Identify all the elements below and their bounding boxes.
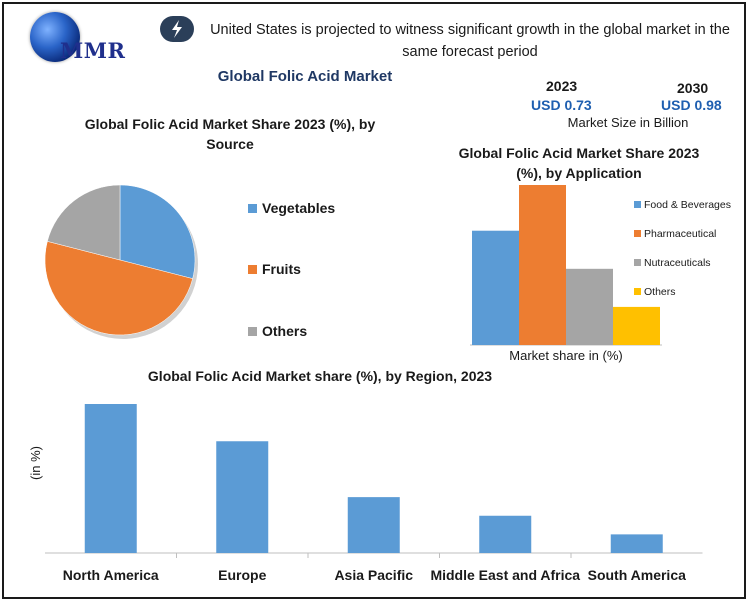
application-legend-label-2: Nutraceuticals bbox=[644, 257, 711, 269]
market-size-2023: USD 0.73 bbox=[531, 97, 592, 113]
market-size-caption: Market Size in Billion bbox=[567, 115, 689, 130]
legend-swatch-others bbox=[248, 327, 257, 337]
headline-text: United States is projected to witness si… bbox=[210, 22, 730, 60]
application-legend-swatch-0 bbox=[634, 201, 641, 208]
legend-vegetables: Vegetables bbox=[262, 200, 336, 216]
application-bar-pharmaceutical bbox=[519, 185, 566, 345]
pie-chart-title: Global Folic Acid Market Share 2023 (%),… bbox=[84, 116, 376, 152]
region-bar-middle-east-and-africa bbox=[479, 515, 532, 553]
year-2023-label: 2023 bbox=[546, 78, 578, 94]
legend-fruits: Fruits bbox=[262, 261, 301, 277]
application-legend-swatch-1 bbox=[634, 230, 641, 237]
legend-swatch-fruits bbox=[248, 265, 257, 275]
region-category-label-2: Asia Pacific bbox=[334, 567, 413, 583]
globe-logo-icon bbox=[30, 12, 80, 62]
year-2030-label: 2030 bbox=[677, 80, 709, 96]
legend-swatch-vegetables bbox=[248, 204, 257, 214]
region-category-label-4: South America bbox=[588, 567, 686, 583]
region-category-label-0: North America bbox=[63, 567, 159, 583]
application-bar-nutraceuticals bbox=[566, 268, 613, 345]
application-chart-title: Global Folic Acid Market Share 2023 (%),… bbox=[458, 145, 700, 181]
application-x-axis-label: Market share in (%) bbox=[509, 348, 622, 363]
region-bar-europe bbox=[216, 441, 269, 553]
region-y-axis-label: (in %) bbox=[28, 446, 43, 480]
application-legend-label-3: Others bbox=[644, 286, 676, 298]
source-pie-chart bbox=[44, 184, 198, 339]
pie-slice-others bbox=[47, 184, 121, 261]
region-chart-title: Global Folic Acid Market share (%), by R… bbox=[147, 368, 493, 384]
region-category-label-3: Middle East and Africa bbox=[430, 567, 580, 583]
application-legend-swatch-2 bbox=[634, 259, 641, 266]
region-bar-north-america bbox=[84, 404, 137, 553]
region-bar-south-america bbox=[610, 534, 663, 553]
region-bar-asia-pacific bbox=[347, 497, 400, 553]
application-bar-others bbox=[613, 306, 660, 345]
pie-slice-fruits bbox=[44, 241, 193, 336]
lightning-icon bbox=[160, 16, 194, 42]
application-legend-swatch-3 bbox=[634, 288, 641, 295]
page-title: Global Folic Acid Market bbox=[217, 68, 393, 85]
application-bar-food-beverages bbox=[472, 230, 519, 345]
brand-logo-text: MMR bbox=[60, 38, 126, 63]
application-legend-label-0: Food & Beverages bbox=[644, 199, 731, 211]
legend-others: Others bbox=[262, 323, 308, 339]
region-category-label-1: Europe bbox=[218, 567, 266, 583]
application-legend-label-1: Pharmaceutical bbox=[644, 228, 716, 240]
pie-slice-vegetables bbox=[119, 184, 196, 279]
region-bar-chart: North America Europe Asia Pacific Middle Ea… bbox=[28, 404, 703, 583]
application-bar-chart: Food & Beverages Pharmaceutical Nutraceuti… bbox=[470, 185, 731, 363]
market-size-2030: USD 0.98 bbox=[661, 97, 722, 113]
